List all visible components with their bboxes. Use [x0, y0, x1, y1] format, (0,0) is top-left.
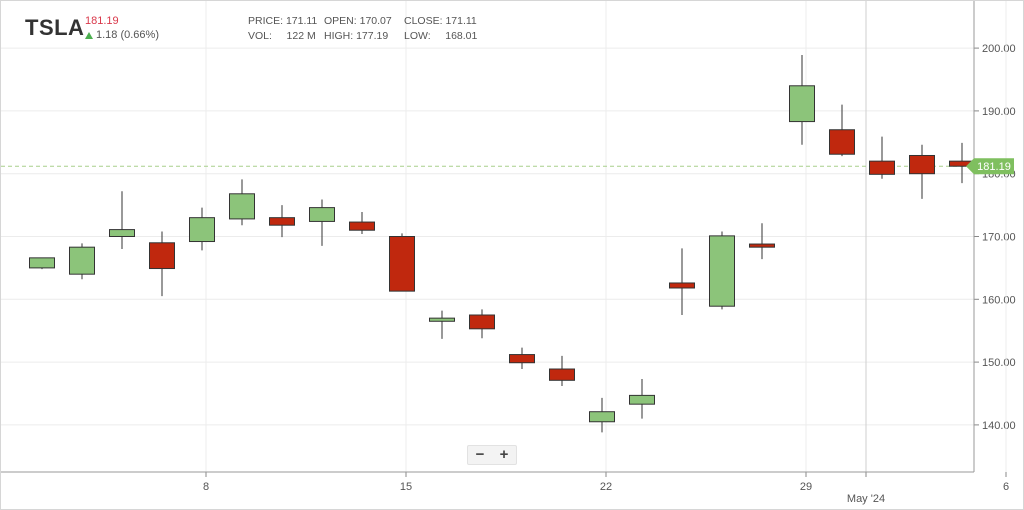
candle-body-down — [669, 282, 695, 289]
header-last-price: 181.19 — [85, 15, 119, 27]
stat-vol-value: 122 M — [286, 30, 316, 42]
stat-vol: VOL: 122 M — [248, 30, 316, 42]
stat-open: OPEN: 170.07 — [324, 15, 392, 27]
stat-high: HIGH: 177.19 — [324, 30, 388, 42]
candle-body-down — [549, 368, 575, 381]
candle-body-up — [629, 394, 655, 405]
zoom-in-button[interactable]: + — [499, 446, 509, 463]
x-tick-label: 8 — [203, 481, 209, 493]
candle-body-up — [709, 235, 735, 307]
candle-body-up — [69, 246, 95, 275]
stat-low-value: 168.01 — [445, 30, 478, 42]
candle-body-down — [269, 217, 295, 226]
candle-body-up — [229, 193, 255, 220]
candle-body-down — [749, 243, 775, 248]
candle-body-up — [309, 207, 335, 222]
up-arrow-icon — [85, 31, 93, 39]
candle-body-down — [469, 314, 495, 330]
stat-low-label: LOW: — [404, 30, 431, 42]
candle-body-up — [789, 85, 815, 123]
candle-body-up — [189, 217, 215, 243]
zoom-controls: − + — [467, 445, 517, 465]
x-tick-label: 29 — [800, 481, 812, 493]
candle-body-down — [349, 221, 375, 231]
candle-body-down — [909, 154, 935, 175]
x-tick-label: 6 — [1003, 481, 1009, 493]
stat-high-value: 177.19 — [356, 30, 389, 42]
stat-open-label: OPEN: — [324, 15, 357, 27]
candle-body-up — [589, 411, 615, 423]
stat-price: PRICE: 171.11 — [248, 15, 317, 27]
stat-close-value: 171.11 — [445, 15, 477, 27]
last-price-tag — [966, 158, 1014, 175]
zoom-out-button[interactable]: − — [475, 446, 485, 463]
candle-body-up — [29, 257, 55, 269]
candle-body-up — [109, 229, 135, 237]
stat-high-label: HIGH: — [324, 30, 354, 42]
y-tick-label: 190.00 — [982, 106, 1016, 118]
y-tick-label: 170.00 — [982, 232, 1016, 244]
x-tick-label: 15 — [400, 481, 412, 493]
y-tick-label: 150.00 — [982, 357, 1016, 369]
candle-body-down — [869, 160, 895, 175]
ticker-symbol: TSLA — [25, 15, 85, 40]
stat-price-label: PRICE: — [248, 15, 284, 27]
candle-body-down — [149, 242, 175, 270]
y-tick-label: 160.00 — [982, 294, 1016, 306]
stat-open-value: 170.07 — [359, 15, 392, 27]
y-tick-label: 200.00 — [982, 43, 1016, 55]
stat-close: CLOSE: 171.11 — [404, 15, 477, 27]
last-price-tag-label: 181.19 — [977, 161, 1011, 173]
y-tick-label: 140.00 — [982, 420, 1016, 432]
stat-close-label: CLOSE: — [404, 15, 443, 27]
stat-vol-label: VOL: — [248, 30, 272, 42]
stat-price-value: 171.11 — [285, 15, 318, 27]
month-label: May '24 — [847, 493, 885, 505]
candle-body-down — [829, 129, 855, 155]
candle-body-down — [509, 354, 535, 364]
price-change: 1.18 (0.66%) — [85, 29, 159, 41]
candle-body-up — [429, 317, 455, 322]
stat-low: LOW: 168.01 — [404, 30, 477, 42]
candle-body-down — [389, 236, 415, 292]
price-change-value: 1.18 (0.66%) — [96, 29, 159, 41]
x-tick-label: 22 — [600, 481, 612, 493]
